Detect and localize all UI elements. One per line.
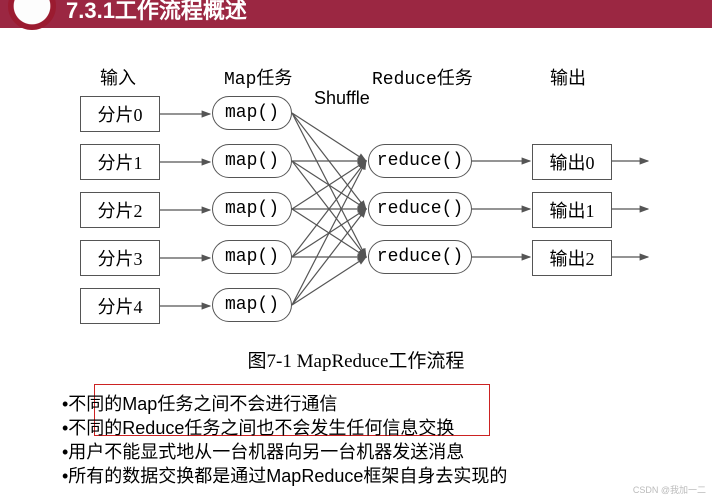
map-node-4: map() [212, 288, 292, 322]
slide-header: 7.3.1工作流程概述 [0, 0, 712, 28]
map-node-3-label: map() [225, 247, 279, 267]
output-node-0: 输出0 [532, 144, 612, 180]
shuffle-label: Shuffle [314, 88, 370, 109]
map-node-1-label: map() [225, 151, 279, 171]
input-shard-3: 分片3 [80, 240, 160, 276]
col-label-reduce: Reduce任务 [372, 64, 473, 90]
bullet-2: •不同的Reduce任务之间也不会发生任何信息交换 [62, 414, 454, 440]
map-node-0: map() [212, 96, 292, 130]
col-label-input: 输入 [100, 64, 136, 90]
output-node-1-label: 输出1 [550, 197, 595, 223]
input-shard-3-label: 分片3 [98, 245, 143, 271]
map-node-2: map() [212, 192, 292, 226]
input-shard-4-label: 分片4 [98, 293, 143, 319]
reduce-node-2: reduce() [368, 240, 472, 274]
reduce-node-0: reduce() [368, 144, 472, 178]
reduce-node-1-label: reduce() [377, 199, 463, 219]
output-node-0-label: 输出0 [550, 149, 595, 175]
col-label-output: 输出 [550, 64, 586, 90]
bullet-1: •不同的Map任务之间不会进行通信 [62, 390, 337, 416]
input-shard-4: 分片4 [80, 288, 160, 324]
reduce-node-0-label: reduce() [377, 151, 463, 171]
input-shard-1-label: 分片1 [98, 149, 143, 175]
bullet-3: •用户不能显式地从一台机器向另一台机器发送消息 [62, 438, 464, 464]
output-node-2-label: 输出2 [550, 245, 595, 271]
input-shard-0-label: 分片0 [98, 101, 143, 127]
input-shard-0: 分片0 [80, 96, 160, 132]
input-shard-1: 分片1 [80, 144, 160, 180]
output-node-2: 输出2 [532, 240, 612, 276]
reduce-node-2-label: reduce() [377, 247, 463, 267]
map-node-1: map() [212, 144, 292, 178]
map-node-3: map() [212, 240, 292, 274]
map-node-0-label: map() [225, 103, 279, 123]
output-node-1: 输出1 [532, 192, 612, 228]
bullet-4: •所有的数据交换都是通过MapReduce框架自身去实现的 [62, 462, 507, 488]
slide-title: 7.3.1工作流程概述 [66, 0, 247, 22]
map-node-2-label: map() [225, 199, 279, 219]
map-node-4-label: map() [225, 295, 279, 315]
figure-caption: 图7-1 MapReduce工作流程 [0, 346, 712, 373]
input-shard-2: 分片2 [80, 192, 160, 228]
col-label-map: Map任务 [224, 64, 292, 90]
watermark: CSDN @我加一二 [633, 483, 706, 496]
reduce-node-1: reduce() [368, 192, 472, 226]
input-shard-2-label: 分片2 [98, 197, 143, 223]
